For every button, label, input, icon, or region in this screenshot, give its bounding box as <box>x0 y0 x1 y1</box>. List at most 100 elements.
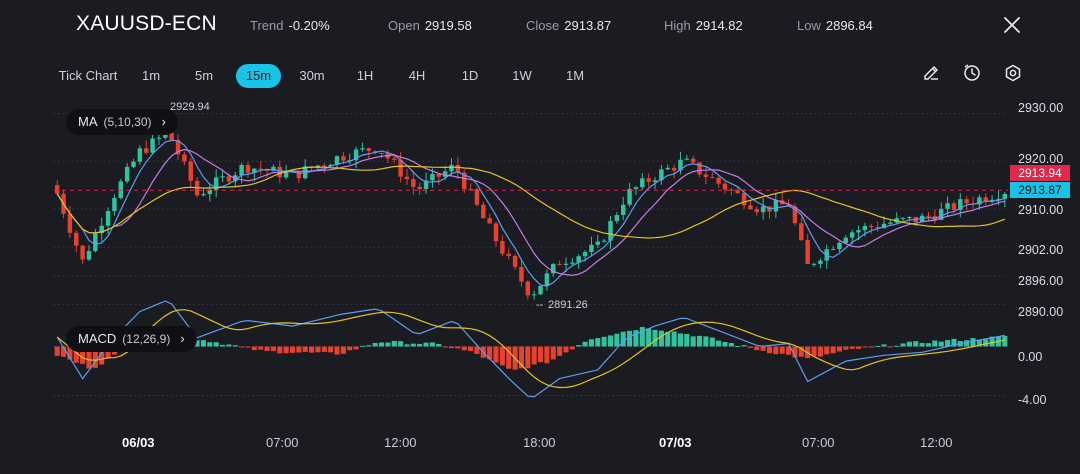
candle-body <box>264 169 270 171</box>
macd-histogram-bar <box>385 342 391 347</box>
macd-histogram-bar <box>525 346 531 369</box>
macd-histogram-bar <box>830 346 836 354</box>
macd-histogram-bar <box>544 346 550 364</box>
macd-histogram-bar <box>207 342 213 347</box>
candle-body <box>773 200 779 212</box>
ma-indicator-label[interactable]: MA (5,10,30) › <box>66 109 178 135</box>
price-tick: 2890.00 <box>1018 305 1064 319</box>
low-value: 2896.84 <box>825 18 873 33</box>
candle-body <box>830 249 836 251</box>
candle-body <box>137 148 143 162</box>
candle-body <box>487 218 492 224</box>
candle-body <box>245 165 251 173</box>
candle-body <box>888 222 893 224</box>
candle-body <box>411 179 416 187</box>
candle-body <box>150 138 155 153</box>
candle-body <box>493 223 499 242</box>
timeframe-30m[interactable]: 30m <box>299 68 325 83</box>
macd-histogram-bar <box>913 341 919 347</box>
candle-body <box>576 256 581 263</box>
bid-price-tag: 2913.87 <box>1010 182 1070 198</box>
low-marker-dash: -- <box>536 299 544 311</box>
candle-body <box>500 241 505 254</box>
macd-histogram-bar <box>614 333 620 347</box>
macd-histogram-bar <box>270 346 276 352</box>
candle-body <box>322 165 327 167</box>
high-value: 2914.82 <box>695 18 743 33</box>
candle-body <box>919 215 925 223</box>
timeframe-1h[interactable]: 1H <box>356 68 374 83</box>
candle-body <box>805 240 810 265</box>
close-x-icon[interactable] <box>1000 13 1024 37</box>
macd-histogram-bar <box>302 346 308 352</box>
macd-histogram-bar <box>887 346 893 348</box>
timeframe-5m[interactable]: 5m <box>194 68 214 83</box>
macd-histogram-bar <box>468 346 474 351</box>
candle-body <box>226 176 232 182</box>
candle-body <box>748 205 753 210</box>
macd-histogram-bar <box>627 330 633 347</box>
macd-histogram-bar <box>875 345 881 347</box>
candle-body <box>926 215 931 217</box>
candle-body <box>589 244 594 253</box>
macd-histogram-bar <box>455 346 461 349</box>
close-value: 2913.87 <box>564 18 612 33</box>
macd-histogram-bar <box>906 341 912 347</box>
macd-histogram-bar <box>448 346 455 349</box>
macd-histogram-bar <box>862 346 868 348</box>
price-tick: 2902.00 <box>1018 243 1064 257</box>
timeframe-1w[interactable]: 1W <box>512 68 532 83</box>
macd-histogram-bar <box>582 341 588 347</box>
macd-histogram-bar <box>531 346 537 365</box>
macd-histogram-bar <box>900 343 906 347</box>
macd-histogram-bar <box>970 338 976 347</box>
candle-body <box>678 159 683 171</box>
candle-body <box>353 149 359 161</box>
tick-chart-button[interactable]: Tick Chart <box>58 68 118 83</box>
candle-body <box>652 180 658 182</box>
candle-body <box>875 226 880 228</box>
macd-histogram-bar <box>436 343 442 347</box>
macd-histogram-bar <box>340 346 346 354</box>
time-label: 07:00 <box>802 435 835 450</box>
draw-pen-icon[interactable] <box>921 63 941 83</box>
candle-body <box>213 177 219 190</box>
timeframe-15m[interactable]: 15m <box>236 64 281 88</box>
candle-body <box>93 233 98 251</box>
candle-body <box>633 187 639 189</box>
timeframe-1d[interactable]: 1D <box>461 68 479 83</box>
macd-histogram-bar <box>289 346 296 353</box>
clock-timer-icon[interactable] <box>962 63 982 83</box>
macd-indicator-label[interactable]: MACD (12,26,9) › <box>66 326 197 352</box>
macd-histogram-bar <box>359 345 366 347</box>
settings-gear-icon[interactable] <box>1003 63 1023 83</box>
timeframe-4h[interactable]: 4H <box>408 68 426 83</box>
macd-histogram-bar <box>824 346 830 355</box>
macd-tick: -4.00 <box>1018 393 1047 407</box>
macd-histogram-bar <box>766 346 773 354</box>
candle-body <box>163 132 168 138</box>
high-label: High <box>664 18 691 33</box>
macd-histogram-bar <box>620 331 626 347</box>
candle-body <box>328 164 333 167</box>
macd-histogram-bar <box>417 343 423 347</box>
candle-body <box>551 263 556 274</box>
open-stat: Open 2919.58 <box>388 18 472 33</box>
macd-histogram-bar <box>677 333 684 347</box>
candle-body <box>640 178 645 188</box>
macd-signal-line <box>56 309 1005 389</box>
candle-body <box>983 197 988 202</box>
open-value: 2919.58 <box>424 18 472 33</box>
candle-body <box>525 281 531 296</box>
macd-histogram-bar <box>499 346 505 366</box>
candle-body <box>996 198 1001 200</box>
candle-body <box>201 194 206 196</box>
candle-body <box>360 148 365 150</box>
timeframe-1m[interactable]: 1m <box>141 68 161 83</box>
candle-body <box>156 137 162 139</box>
macd-histogram-bar <box>442 346 448 348</box>
high-stat: High 2914.82 <box>664 18 743 33</box>
candle-body <box>512 255 518 267</box>
timeframe-1mo[interactable]: 1M <box>565 68 585 83</box>
